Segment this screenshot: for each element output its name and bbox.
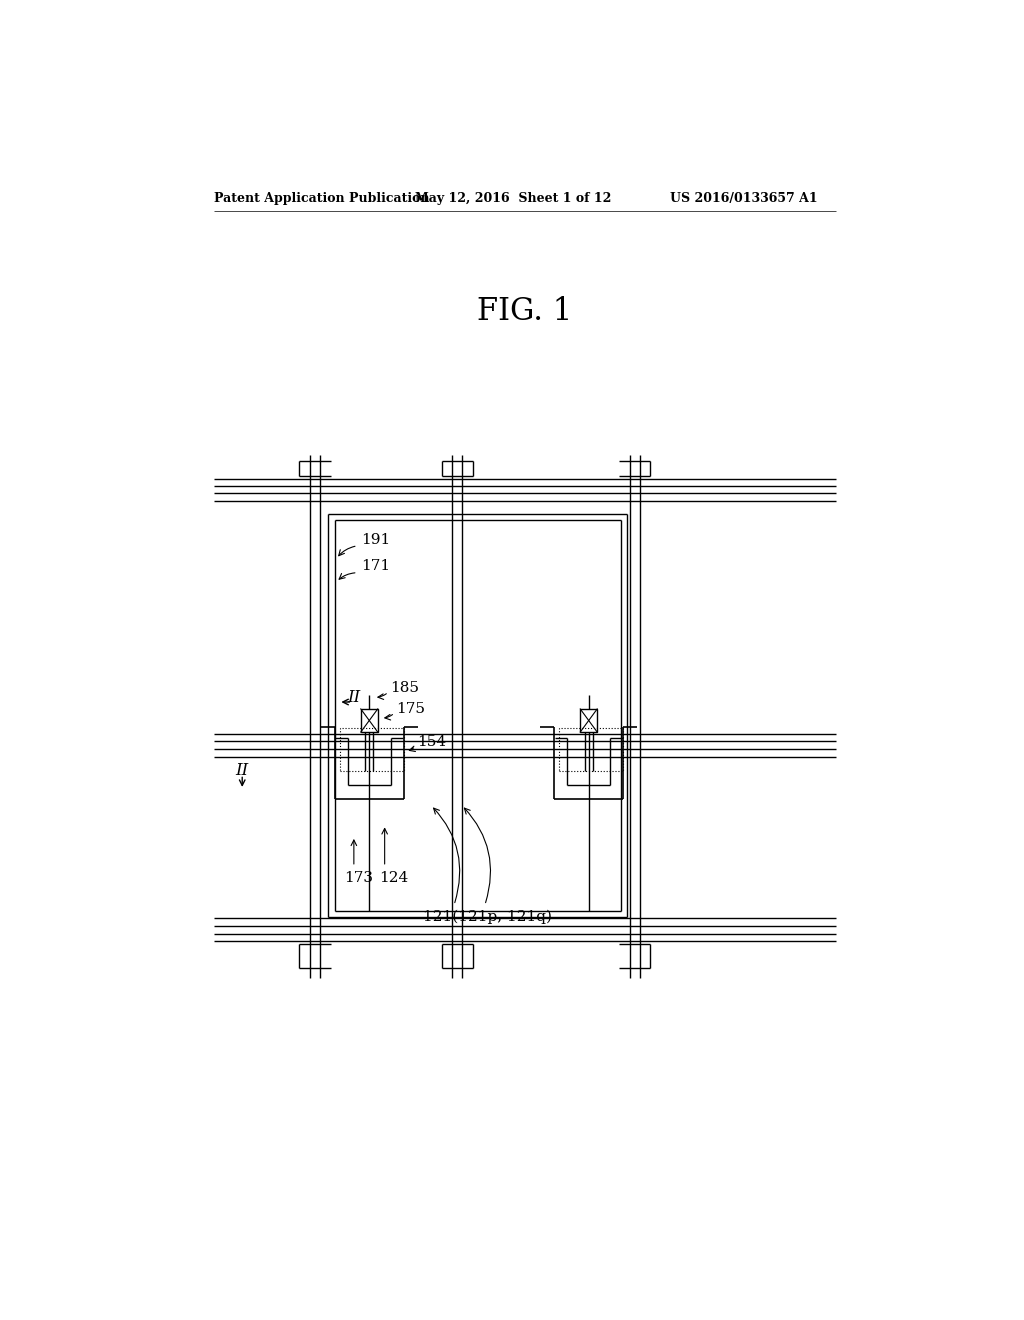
Text: II: II (347, 689, 360, 706)
Text: 191: 191 (361, 532, 391, 546)
Text: 121(121p, 121q): 121(121p, 121q) (423, 909, 552, 924)
Bar (360, 709, 378, 733)
Text: 154: 154 (417, 735, 446, 748)
Text: May 12, 2016  Sheet 1 of 12: May 12, 2016 Sheet 1 of 12 (416, 191, 611, 205)
Text: 173: 173 (344, 871, 373, 886)
Text: 185: 185 (390, 681, 419, 696)
Text: US 2016/0133657 A1: US 2016/0133657 A1 (670, 191, 817, 205)
Text: Patent Application Publication: Patent Application Publication (214, 191, 429, 205)
Text: FIG. 1: FIG. 1 (477, 296, 572, 327)
Bar (581, 709, 597, 733)
Text: II: II (236, 762, 249, 779)
Bar (559, 729, 624, 771)
Bar (340, 729, 403, 771)
Text: 175: 175 (396, 702, 425, 715)
Text: 124: 124 (379, 871, 409, 886)
Text: 171: 171 (361, 560, 391, 573)
